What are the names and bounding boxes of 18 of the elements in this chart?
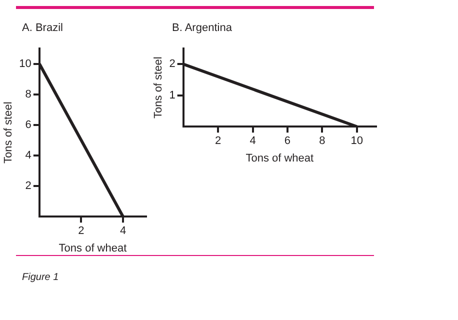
y-axis-title: Tons of steel (152, 56, 165, 118)
chart-title: A. Brazil (22, 22, 63, 34)
y-tick-label: 8 (25, 88, 32, 100)
x-tick-label: 2 (214, 135, 222, 148)
x-tick-label: 4 (250, 135, 256, 148)
x-axis-title: Tons of wheat (246, 152, 314, 164)
y-tick-label: 2 (25, 180, 32, 192)
x-axis-title: Tons of wheat (58, 242, 127, 254)
y-tick-label: 1 (169, 89, 176, 102)
x-tick-label: 10 (350, 135, 364, 148)
y-tick-label: 10 (19, 58, 32, 70)
caption: Figure 1 (22, 272, 59, 283)
x-tick-label: 6 (284, 135, 291, 148)
y-tick-label: 4 (25, 150, 32, 162)
y-tick-label: 6 (25, 118, 32, 131)
x-tick-label: 8 (319, 135, 326, 148)
y-axis-title: Tons of steel (2, 102, 15, 164)
chart-title: B. Argentina (172, 22, 232, 34)
